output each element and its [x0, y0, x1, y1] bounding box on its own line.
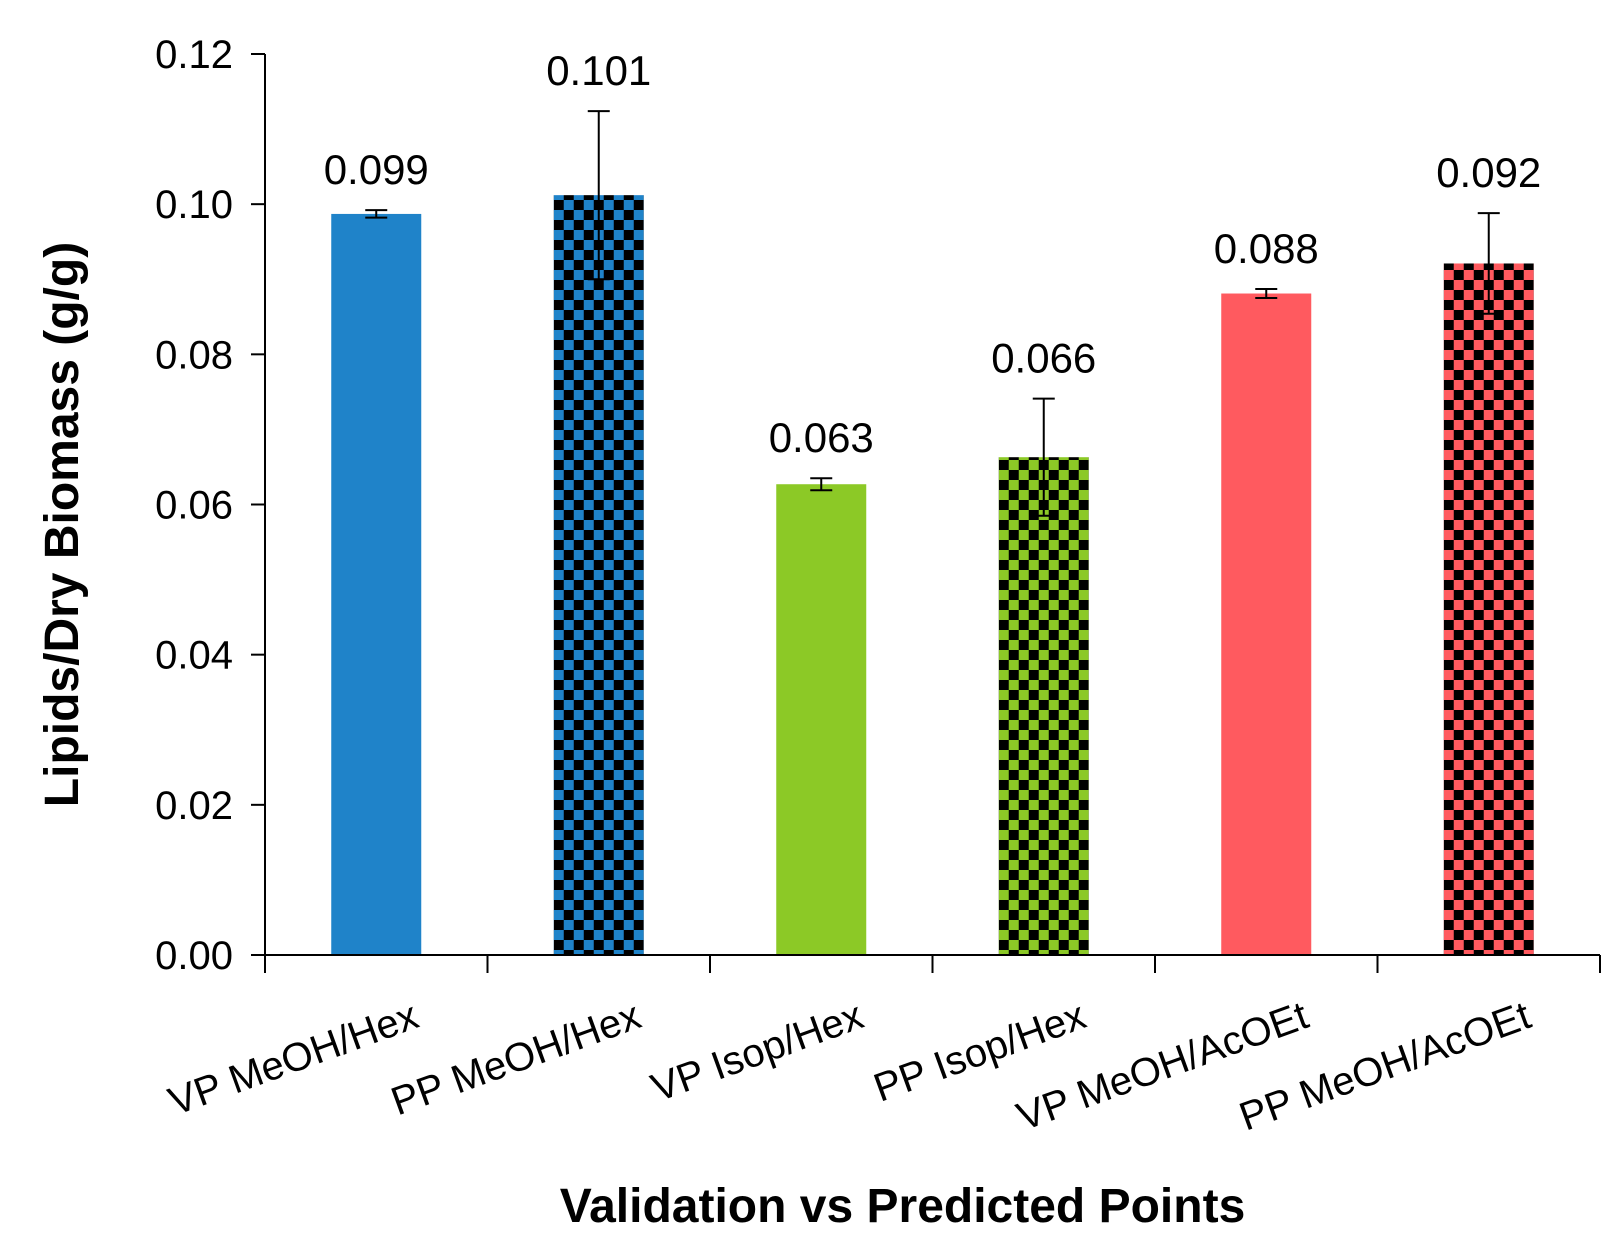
y-tick-label: 0.06	[155, 484, 233, 528]
error-bar	[810, 477, 833, 492]
data-label: 0.066	[991, 335, 1096, 382]
bar	[331, 213, 422, 956]
axes	[251, 54, 1600, 956]
x-axis-title: Validation vs Predicted Points	[560, 1180, 1246, 1233]
data-label: 0.063	[769, 414, 874, 461]
bars-layer	[331, 195, 1534, 956]
y-tick-label: 0.08	[155, 333, 233, 377]
bar	[998, 457, 1089, 955]
data-label: 0.092	[1436, 149, 1541, 196]
y-tick-label: 0.00	[155, 934, 233, 978]
error-bars-layer	[365, 110, 1500, 517]
category-label: VP MeOH/Hex	[163, 993, 424, 1124]
bar	[553, 195, 644, 955]
y-tick-label: 0.12	[155, 33, 233, 77]
y-tick-label: 0.10	[155, 183, 233, 227]
bar	[1443, 263, 1534, 955]
bar	[1221, 293, 1312, 955]
data-label: 0.088	[1214, 225, 1319, 272]
data-label: 0.099	[324, 146, 429, 193]
y-tick-labels: 0.00 0.02 0.04 0.06 0.08 0.10 0.12	[155, 33, 265, 978]
error-bar	[587, 110, 610, 281]
data-label: 0.101	[546, 47, 651, 94]
y-axis-title: Lipids/Dry Biomass (g/g)	[36, 242, 89, 807]
bar	[776, 484, 867, 955]
y-tick-label: 0.02	[155, 784, 233, 828]
category-label: PP MeOH/Hex	[386, 993, 647, 1124]
y-tick-label: 0.04	[155, 634, 233, 678]
error-bar	[1255, 288, 1278, 300]
error-bar	[1032, 397, 1055, 517]
data-labels: 0.099 0.101 0.063 0.066 0.088 0.092	[324, 47, 1542, 461]
error-bar	[365, 209, 388, 219]
x-tick-marks	[264, 955, 1601, 973]
error-bar	[1477, 212, 1500, 315]
category-label: VP Isop/Hex	[646, 993, 869, 1110]
